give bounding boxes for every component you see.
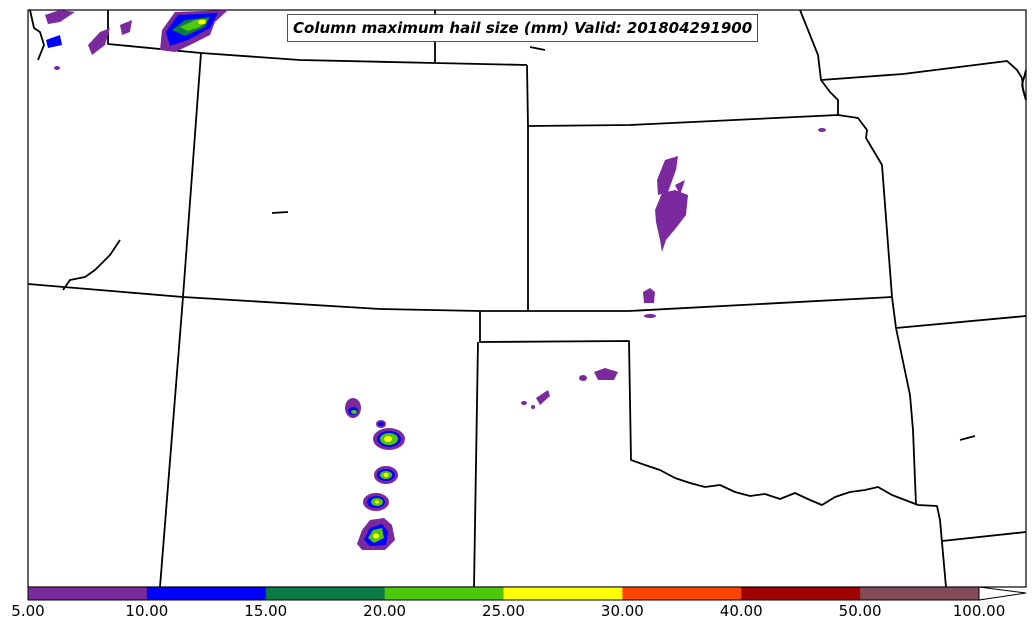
hail-contours (45, 10, 826, 550)
colorbar-tick-label: 20.00 (363, 602, 407, 620)
lake-fragment (271, 211, 289, 214)
colorbar-tick-label: 15.00 (244, 602, 288, 620)
colorbar-tick-label: 50.00 (838, 602, 882, 620)
colorbar-tick-label: 30.00 (600, 602, 644, 620)
colorbar-tick-label: 10.00 (125, 602, 169, 620)
state-borders (27, 9, 1027, 588)
border-ar-la (941, 531, 1027, 542)
border-wy-north (107, 10, 528, 66)
border-az-nm (159, 296, 184, 588)
colorbar-tick-label: 25.00 (482, 602, 525, 620)
lake-great-salt (62, 239, 121, 291)
map-title: Column maximum hail size (mm) Valid: 201… (287, 14, 759, 42)
colorbar-tick-label: 100.00 (952, 602, 1006, 620)
border-nw-coast (29, 9, 45, 61)
border-river-east (1021, 69, 1027, 101)
border-ne-ks (526, 64, 893, 298)
border-oklahoma-south (479, 311, 947, 588)
border-four-corners (27, 283, 893, 312)
reservoir-sd (529, 46, 546, 51)
border-river-mo (799, 9, 839, 115)
colorbar-tick-label: 40.00 (719, 602, 763, 620)
border-ut-co (182, 52, 202, 298)
border-ok-ar (891, 296, 917, 506)
colorbar-tick-label: 5.00 (11, 602, 45, 620)
lake-ar (959, 435, 976, 441)
border-nm-tx (473, 341, 479, 588)
border-mo-ar (895, 315, 1027, 329)
